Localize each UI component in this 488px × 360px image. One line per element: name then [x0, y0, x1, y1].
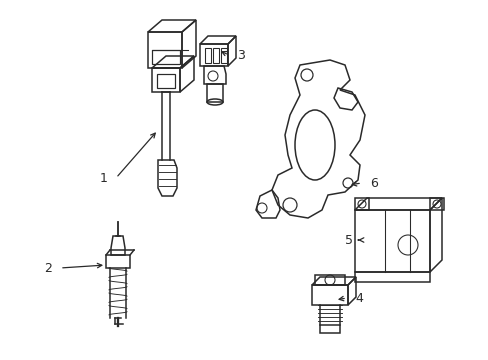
Text: 6: 6 — [369, 176, 377, 189]
Text: 1: 1 — [100, 171, 108, 185]
Text: 3: 3 — [237, 49, 244, 62]
Text: 2: 2 — [44, 261, 52, 274]
Text: 5: 5 — [345, 234, 352, 247]
Text: 4: 4 — [354, 292, 362, 305]
